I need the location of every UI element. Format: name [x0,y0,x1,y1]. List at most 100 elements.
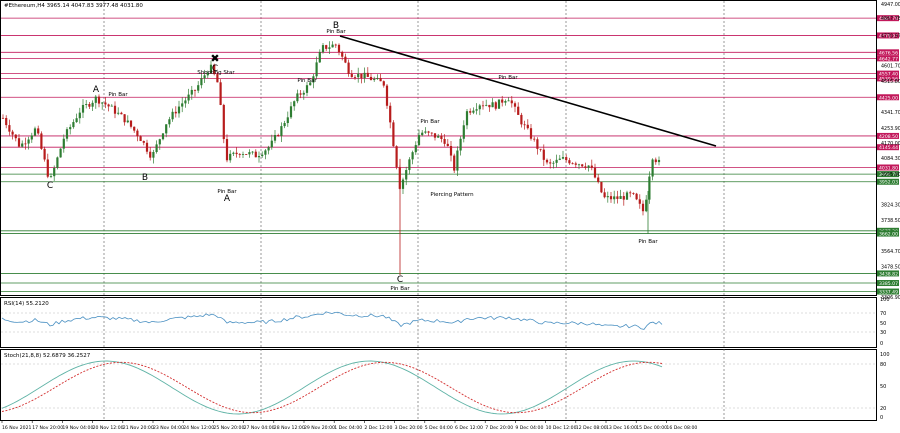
candle-body [46,159,49,177]
time-tick: 12 Dec 08:00 [576,425,607,431]
level-tag [877,49,899,56]
candle-body [8,125,11,132]
candle-body [539,148,542,150]
stoch-panel[interactable] [0,349,877,421]
candle-body [245,154,248,155]
level-tag [877,288,899,295]
candle-body [206,72,209,76]
shooting-star-marker: ✖ [210,52,219,65]
candle-body [552,162,555,164]
level-tag-text: 4145.44 [879,145,898,151]
candle-body [69,127,72,130]
candle-body [638,199,641,204]
candle-body [616,196,619,199]
wave-label: B [142,173,148,183]
candle-body [395,146,398,168]
candle-body [517,106,520,115]
time-tick: 20 Nov 12:00 [93,425,124,431]
candle-body [30,135,33,140]
candle-body [142,141,145,143]
candle-body [433,133,437,138]
level-tag-text: 3952.03 [879,180,898,186]
candle-body [209,64,213,73]
stoch-title: Stoch(21,8,8) 52.6879 36.2527 [4,353,91,359]
wave-label: C [397,275,403,285]
candle-body [440,135,443,139]
candle-body [318,52,321,63]
level-tag [877,55,899,62]
trendline[interactable] [339,35,717,147]
candle-body [120,112,123,115]
candle-body [597,177,600,182]
candle-body [373,79,376,81]
price-tick: 4515.80 [881,79,900,85]
rsi-panel[interactable] [0,297,877,348]
candle-body [549,162,552,164]
candle-body [299,93,302,95]
candle-body [453,155,456,171]
candle-body [145,142,149,152]
time-tick: 21 Nov 20:00 [123,425,154,431]
candle-body [302,92,305,95]
candle-body [488,104,491,108]
candle-body [254,151,257,158]
level-tag [877,164,899,171]
candle-body [651,159,654,177]
pattern-label: Pin Bar [326,29,346,35]
candle-body [481,105,485,107]
svg-text:70: 70 [880,311,886,317]
candle-body [523,124,526,126]
candle-body [171,111,174,120]
candle-body [78,112,81,119]
level-tag-text: 4642.77 [879,56,898,62]
candle-body [72,122,75,128]
candle-body [158,139,161,145]
candle-body [94,96,97,103]
candle-body [501,99,504,103]
candle-body [174,111,177,114]
candle-body [309,82,312,86]
level-tag [877,32,899,39]
level-tag-text: 4867.78 [879,16,898,22]
candle-body [641,203,645,212]
candle-body [59,148,62,158]
candle-body [56,157,59,168]
candle-body [88,104,91,107]
time-tick: 10 Dec 12:00 [546,425,577,431]
time-tick: 24 Nov 12:00 [183,425,214,431]
time-tick: 23 Nov 04:00 [153,425,184,431]
candle-body [1,117,5,119]
time-tick: 28 Nov 12:00 [274,425,305,431]
vertical-grid [103,1,725,420]
stoch-content: Stoch(21,8,8) 52.6879 36.2527 [1,353,876,415]
main-panel[interactable] [0,0,877,296]
time-tick: 5 Dec 04:00 [425,425,453,431]
pattern-label: Shooting Star [197,70,235,76]
candle-body [293,101,296,107]
candle-body [289,106,293,118]
candle-body [283,123,286,127]
candle-body [235,152,238,155]
candle-body [24,143,27,145]
svg-text:80: 80 [880,362,886,368]
candle-body [619,196,622,199]
price-axis: 4947.00 4867.78 4770.97 4601.70 4515.80 4341.… [881,2,900,301]
price-tick: 3564.70 [881,249,900,255]
candle-body [161,133,165,140]
candle-body [251,151,254,153]
candle-body [657,159,661,163]
svg-text:50: 50 [880,384,886,390]
pattern-labels: A B C C B A C ✖ Pin Bar Pin Bar Shooting… [47,21,659,292]
level-tag-text: 4208.50 [879,134,898,140]
candle-body [363,72,366,79]
candle-body [213,64,216,75]
candle-body [469,111,472,113]
candle-body [485,104,488,106]
candle-body [411,152,414,160]
svg-text:0: 0 [880,341,883,347]
candle-body [590,165,593,168]
candle-body [5,117,8,126]
pattern-label: Piercing Pattern [430,192,474,198]
candle-body [181,103,184,107]
